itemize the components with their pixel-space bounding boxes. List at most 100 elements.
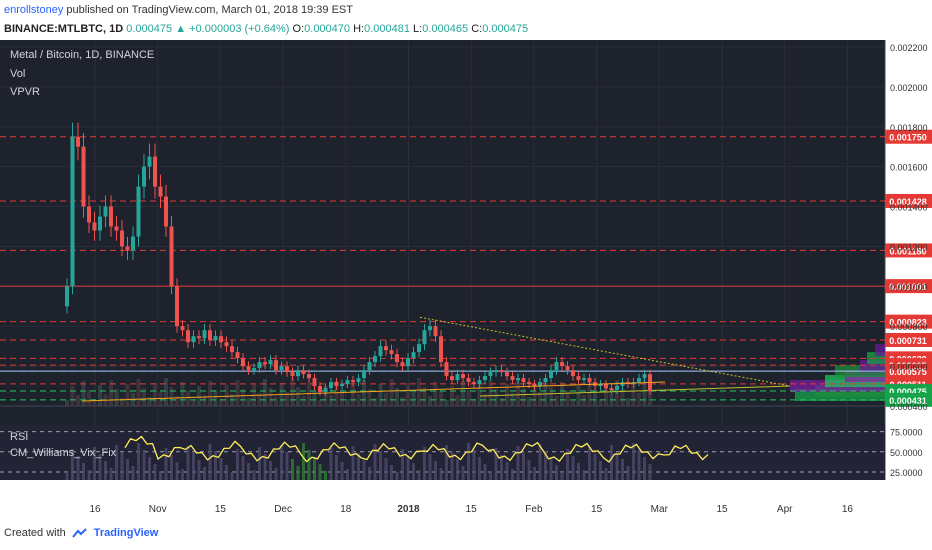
- volume-bar: [422, 387, 427, 406]
- candle-body: [296, 370, 300, 377]
- candle-body: [521, 378, 526, 383]
- volume-bar: [318, 400, 322, 406]
- candle-body: [455, 374, 460, 381]
- vix-bar: [368, 467, 371, 480]
- vix-bar: [472, 450, 476, 480]
- candle-body: [131, 236, 135, 251]
- candle-body: [103, 206, 108, 217]
- volume-bar: [274, 397, 278, 406]
- footer: Created with TradingView: [4, 527, 158, 539]
- time-axis: 16 Nov 15 Dec 18 2018 15 Feb 15 Mar 15 Apr 16: [89, 504, 853, 515]
- volume-bar: [351, 385, 355, 406]
- time-tick-label: Mar: [651, 504, 669, 515]
- level-label: 0.001750: [889, 133, 927, 143]
- candle-body: [186, 330, 190, 343]
- publish-line: enrollstoney published on TradingView.co…: [4, 4, 353, 16]
- vix-bar: [533, 467, 536, 480]
- candle-body: [351, 380, 355, 383]
- low-label: L:: [413, 23, 423, 35]
- candle-body: [400, 362, 405, 367]
- rsi-pane: [0, 426, 885, 480]
- volume-bar: [400, 397, 405, 406]
- last-price: 0.000475: [126, 23, 173, 35]
- vix-bar: [192, 453, 195, 480]
- candle-body: [587, 378, 592, 383]
- volume-bar: [125, 384, 130, 406]
- candle-body: [367, 362, 372, 371]
- volume-bar: [70, 386, 75, 406]
- vix-bar: [76, 456, 80, 480]
- high-value: 0.000481: [364, 23, 410, 35]
- volume-bar: [428, 396, 432, 406]
- volume-bar: [582, 395, 586, 406]
- vix-bar: [516, 446, 520, 480]
- vix-bar: [296, 466, 300, 480]
- volume-bar: [175, 396, 179, 406]
- vix-bar: [555, 465, 558, 480]
- vix-bar: [500, 455, 503, 480]
- candle-body: [422, 330, 427, 345]
- up-arrow-icon: ▲: [175, 23, 187, 35]
- vix-bar: [159, 471, 162, 480]
- volume-bar: [587, 381, 592, 406]
- candle-body: [576, 376, 581, 381]
- rsi-tick-label: 25.0000: [890, 468, 923, 478]
- tradingview-link[interactable]: TradingView: [93, 527, 159, 539]
- price-chart[interactable]: 0.001750 0.001428 0.001180 0.001001 0.000823…: [0, 40, 932, 522]
- volume-bar: [565, 391, 570, 406]
- volume-bar: [136, 379, 141, 406]
- candle-body: [395, 354, 399, 363]
- candle-body: [285, 366, 289, 373]
- candle-body: [373, 356, 377, 363]
- vix-bar: [637, 450, 641, 480]
- vix-bar: [401, 449, 404, 480]
- open-label: O:: [292, 23, 305, 35]
- vix-bar: [384, 458, 388, 480]
- volume-bar: [312, 391, 317, 406]
- volume-bar: [98, 385, 102, 406]
- vix-bar: [225, 465, 228, 480]
- candle-body: [488, 372, 493, 377]
- candle-body: [235, 352, 240, 359]
- vix-bar: [142, 450, 146, 480]
- candle-body: [620, 382, 625, 387]
- price-tick-label: 0.002000: [890, 83, 928, 93]
- vix-bar: [511, 469, 514, 480]
- candle-body: [241, 358, 245, 367]
- volume-bar: [263, 379, 267, 406]
- volume-bar: [466, 390, 471, 406]
- time-tick-label: 15: [215, 504, 227, 515]
- vix-bar: [395, 472, 399, 480]
- volume-bar: [208, 381, 212, 406]
- vix-bar: [126, 459, 129, 480]
- vix-bar: [115, 445, 118, 480]
- volume-bar: [549, 387, 553, 406]
- volume-bar: [164, 378, 168, 406]
- vix-bar: [522, 453, 525, 480]
- price-tick-label: 0.000600: [890, 362, 928, 372]
- volume-bar: [296, 387, 300, 406]
- candle-body: [428, 326, 432, 331]
- candle-body: [257, 362, 262, 369]
- candle-body: [362, 370, 366, 379]
- time-tick-label: 16: [89, 504, 101, 515]
- candle-body: [158, 186, 163, 197]
- candle-body: [615, 386, 619, 391]
- vix-bar: [412, 463, 415, 480]
- candle-body: [98, 216, 102, 231]
- candle-body: [312, 378, 317, 387]
- vix-bar: [65, 472, 69, 480]
- volume-bar: [389, 379, 394, 406]
- level-badge: [885, 392, 932, 407]
- author-link[interactable]: enrollstoney: [4, 4, 64, 16]
- candle-body: [444, 362, 449, 377]
- volume-bar: [598, 399, 603, 406]
- volume-bar: [120, 398, 124, 406]
- candle-body: [307, 374, 311, 379]
- vix-bar: [247, 463, 250, 480]
- vix-bar: [285, 452, 289, 480]
- vix-bar: [280, 445, 283, 480]
- price-tick-label: 0.001800: [890, 123, 928, 133]
- vix-bar: [373, 444, 377, 480]
- vix-bar: [417, 470, 421, 480]
